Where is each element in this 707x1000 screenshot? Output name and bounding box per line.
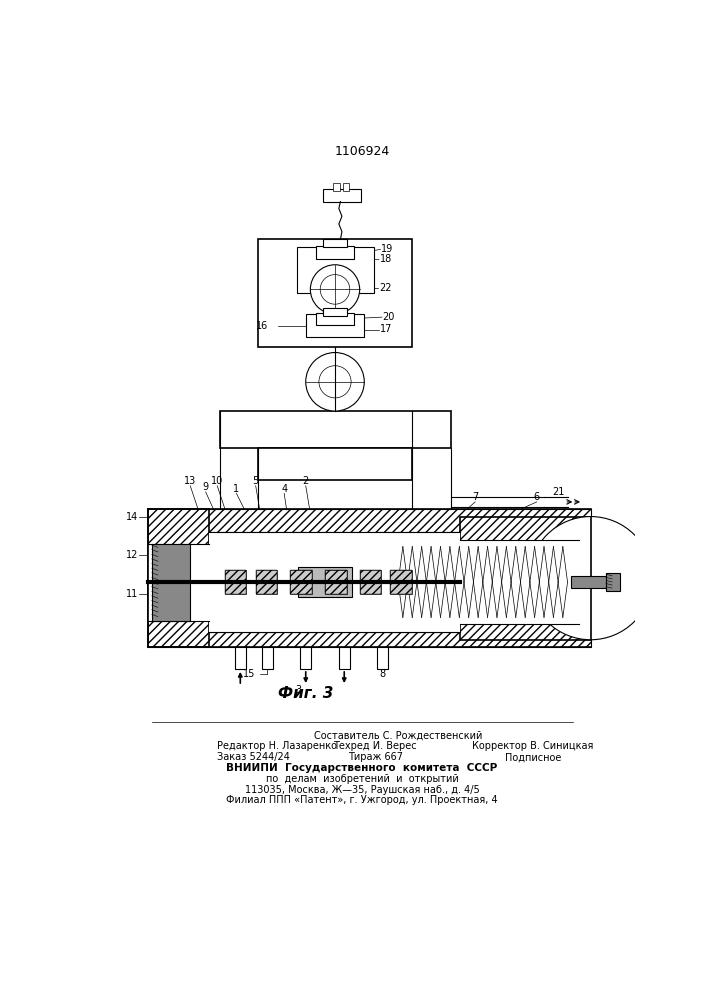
- Bar: [152, 544, 190, 620]
- Bar: [305, 314, 364, 337]
- Bar: [571, 576, 610, 588]
- Bar: [235, 647, 246, 669]
- Text: 2: 2: [303, 476, 309, 486]
- Text: 12: 12: [126, 550, 138, 560]
- Text: 5: 5: [252, 476, 259, 486]
- Bar: [460, 540, 575, 624]
- Bar: [148, 509, 590, 532]
- Bar: [343, 183, 349, 191]
- Bar: [378, 647, 388, 669]
- Text: 3: 3: [295, 685, 301, 695]
- Text: 18: 18: [380, 254, 392, 264]
- Bar: [325, 570, 346, 594]
- Text: 1: 1: [233, 484, 240, 494]
- Bar: [298, 567, 352, 597]
- Text: 21: 21: [552, 487, 564, 497]
- Bar: [225, 570, 247, 594]
- Text: Подписное: Подписное: [505, 752, 561, 762]
- Bar: [296, 247, 373, 293]
- Bar: [360, 570, 381, 594]
- Text: 4: 4: [281, 484, 287, 494]
- Text: 15: 15: [243, 669, 256, 679]
- Bar: [256, 570, 277, 594]
- Bar: [390, 570, 412, 594]
- Circle shape: [320, 275, 350, 304]
- Circle shape: [310, 265, 360, 314]
- Bar: [225, 570, 247, 594]
- Text: ВНИИПИ  Государственного  комитета  СССР: ВНИИПИ Государственного комитета СССР: [226, 763, 498, 773]
- Text: 17: 17: [380, 324, 392, 334]
- Text: 16: 16: [256, 321, 268, 331]
- Text: 6: 6: [534, 492, 540, 502]
- Bar: [258, 448, 412, 480]
- Text: 22: 22: [379, 283, 392, 293]
- Bar: [339, 647, 350, 669]
- Bar: [256, 570, 277, 594]
- Text: 7: 7: [472, 492, 478, 502]
- Bar: [148, 544, 209, 620]
- Bar: [291, 570, 312, 594]
- Text: Техред И. Верес: Техред И. Верес: [333, 741, 417, 751]
- Bar: [460, 517, 590, 640]
- Text: Составитель С. Рождественский: Составитель С. Рождественский: [314, 731, 482, 741]
- Bar: [322, 189, 361, 202]
- Circle shape: [305, 353, 364, 411]
- Bar: [291, 570, 312, 594]
- Text: Редактор Н. Лазаренко: Редактор Н. Лазаренко: [217, 741, 337, 751]
- Circle shape: [529, 517, 653, 640]
- Bar: [316, 246, 354, 259]
- Bar: [209, 532, 460, 632]
- Text: 20: 20: [382, 312, 395, 322]
- Text: 11: 11: [126, 589, 138, 599]
- Bar: [258, 239, 412, 347]
- Bar: [360, 570, 381, 594]
- Bar: [324, 239, 346, 247]
- Text: 113035, Москва, Ж—35, Раушская наб., д. 4/5: 113035, Москва, Ж—35, Раушская наб., д. …: [245, 785, 479, 795]
- Text: Тираж 667: Тираж 667: [348, 752, 402, 762]
- Text: Фиг. 3: Фиг. 3: [278, 686, 334, 701]
- Text: 9: 9: [203, 482, 209, 492]
- Bar: [390, 570, 412, 594]
- Text: 10: 10: [211, 476, 223, 486]
- Text: 8: 8: [380, 669, 386, 679]
- Text: Филиал ППП «Патент», г. Ужгород, ул. Проектная, 4: Филиал ППП «Патент», г. Ужгород, ул. Про…: [226, 795, 498, 805]
- Bar: [606, 573, 620, 591]
- Bar: [325, 570, 346, 594]
- Text: Заказ 5244/24: Заказ 5244/24: [217, 752, 290, 762]
- Bar: [316, 312, 354, 325]
- Text: 14: 14: [126, 512, 138, 522]
- Circle shape: [319, 366, 351, 398]
- Text: 19: 19: [381, 244, 394, 254]
- Text: Корректор В. Синицкая: Корректор В. Синицкая: [472, 741, 594, 751]
- Bar: [219, 411, 450, 448]
- Bar: [334, 183, 339, 191]
- Bar: [300, 647, 311, 669]
- Bar: [148, 632, 590, 647]
- Text: 1106924: 1106924: [334, 145, 390, 158]
- Bar: [148, 509, 209, 647]
- Bar: [324, 308, 346, 316]
- Text: по  делам  изобретений  и  открытий: по делам изобретений и открытий: [266, 774, 458, 784]
- Text: 13: 13: [184, 476, 197, 486]
- Bar: [262, 647, 273, 669]
